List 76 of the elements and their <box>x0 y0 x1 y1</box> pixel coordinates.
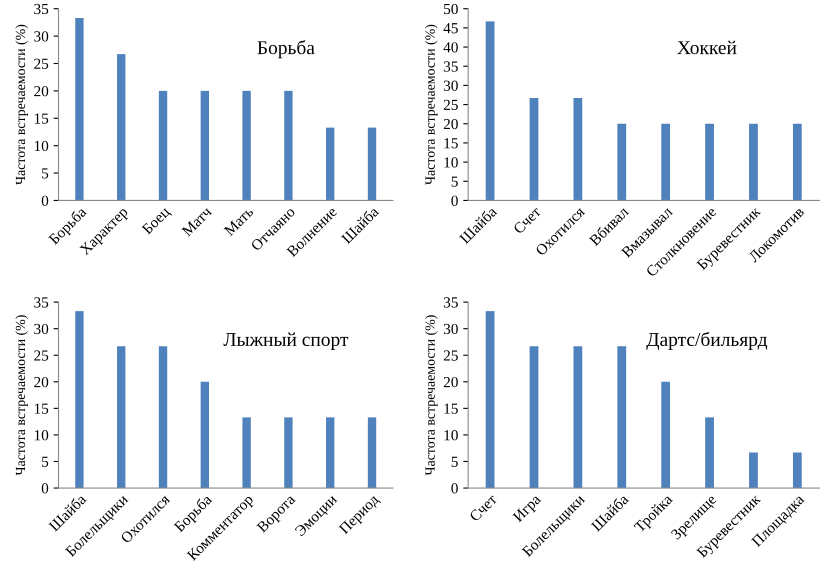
bar <box>284 90 293 200</box>
y-tick-label: 0 <box>42 483 48 494</box>
y-axis-title: Частота встречаемости (%) <box>15 315 28 476</box>
y-tick-label: 20 <box>34 86 48 96</box>
bar <box>661 382 670 488</box>
y-tick-label: 5 <box>452 176 458 187</box>
y-tick-label: 30 <box>34 31 48 42</box>
bar <box>792 452 802 488</box>
y-tick-label: 45 <box>443 23 458 34</box>
y-tick-label: 35 <box>444 61 458 72</box>
y-tick-label: 20 <box>34 376 48 388</box>
y-tick-label: 25 <box>444 100 458 110</box>
bar <box>486 21 494 200</box>
bar <box>661 124 670 200</box>
bar <box>530 98 538 200</box>
bar <box>75 18 84 200</box>
y-tick-label: 40 <box>443 42 458 53</box>
x-tick-label: Счет <box>468 493 498 522</box>
text: Хоккей <box>677 40 736 54</box>
y-tick-label: 35 <box>34 297 48 308</box>
y-tick-label: 20 <box>444 376 458 388</box>
y-tick-label: 10 <box>444 430 458 440</box>
y-axis-title: Частота встречаемости (%) <box>425 24 438 185</box>
bar <box>368 417 376 488</box>
bar <box>486 311 494 488</box>
bar <box>200 382 209 488</box>
bar <box>242 417 251 488</box>
y-tick-label: 10 <box>34 140 48 152</box>
bar <box>117 54 126 200</box>
bar <box>749 124 758 200</box>
y-tick-label: 5 <box>452 456 458 467</box>
y-axis-title: Частота встречаемости (%) <box>15 24 28 185</box>
bar <box>573 346 582 488</box>
bar <box>326 128 334 200</box>
bar <box>705 124 714 200</box>
bar <box>326 417 334 488</box>
bar <box>117 346 126 488</box>
bar <box>284 417 293 488</box>
bar <box>792 124 802 200</box>
y-tick-label: 35 <box>444 297 458 308</box>
bar <box>530 346 538 488</box>
y-tick-label: 30 <box>444 324 458 334</box>
y-tick-label: 0 <box>451 196 458 206</box>
bar <box>200 90 209 200</box>
bar <box>158 90 168 200</box>
bar <box>242 90 251 200</box>
bar <box>368 128 376 200</box>
y-tick-label: 10 <box>444 157 458 168</box>
y-tick-label: 30 <box>444 80 458 91</box>
y-tick-label: 25 <box>34 58 48 69</box>
bar <box>75 311 84 488</box>
bar <box>749 452 758 488</box>
y-tick-label: 15 <box>444 404 458 414</box>
y-tick-label: 50 <box>444 4 458 14</box>
y-tick-label: 30 <box>34 324 48 334</box>
y-tick-label: 0 <box>42 196 48 206</box>
bar <box>705 417 714 488</box>
y-tick-label: 15 <box>34 404 48 414</box>
bar <box>617 346 626 488</box>
y-tick-label: 5 <box>42 168 48 179</box>
bar <box>573 98 582 200</box>
y-tick-label: 25 <box>34 350 48 361</box>
y-tick-label: 10 <box>34 430 48 440</box>
y-tick-label: 25 <box>444 350 458 361</box>
y-tick-label: 15 <box>444 138 458 148</box>
y-tick-label: 0 <box>451 483 458 494</box>
text: Борьба <box>257 40 315 58</box>
y-tick-label: 35 <box>34 4 48 14</box>
text: Дартс/бильярд <box>646 332 768 350</box>
text: Лыжный спорт <box>224 332 348 350</box>
y-tick-label: 15 <box>34 113 48 124</box>
bar <box>158 346 168 488</box>
y-axis-title: Частота встречаемости (%) <box>425 315 438 476</box>
y-tick-label: 20 <box>444 118 458 130</box>
bar <box>617 124 626 200</box>
y-tick-label: 5 <box>42 456 48 467</box>
